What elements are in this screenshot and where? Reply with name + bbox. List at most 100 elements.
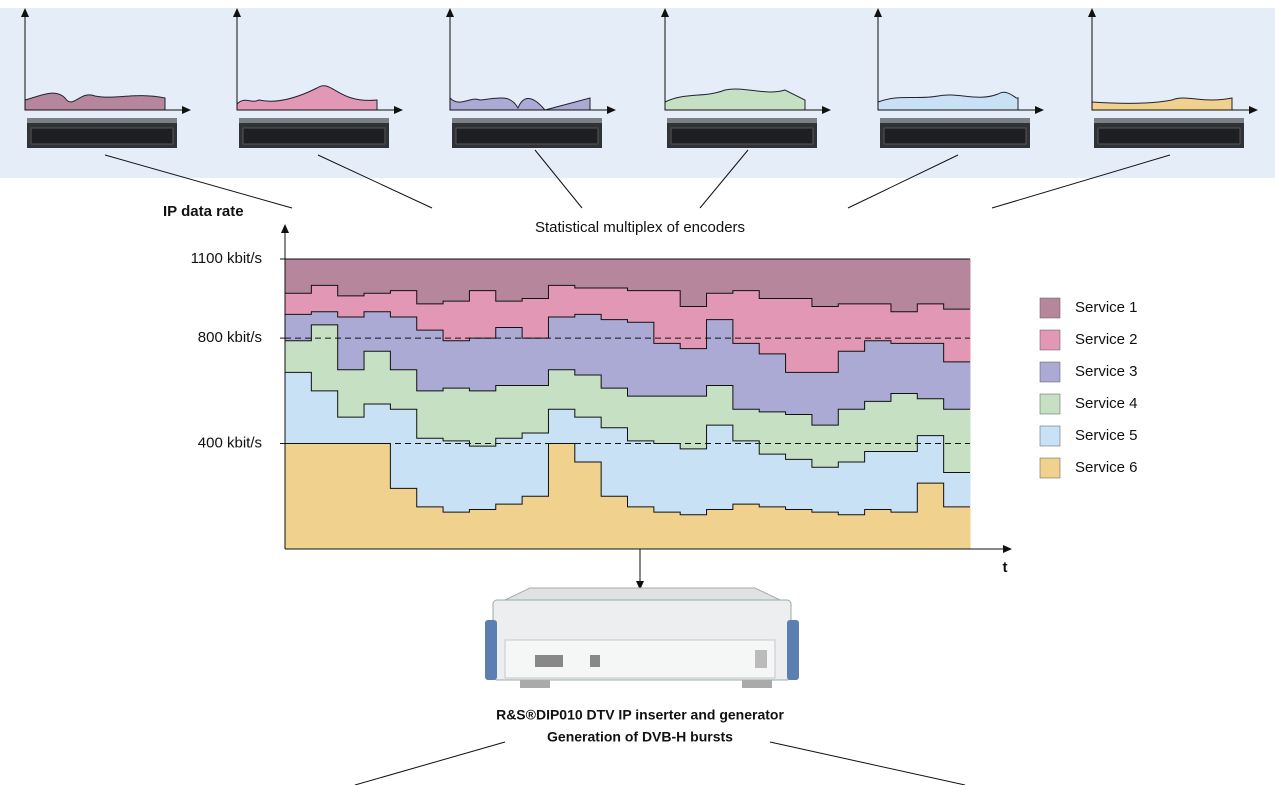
encoder-front xyxy=(242,127,386,145)
rate-step xyxy=(416,303,444,331)
rate-step xyxy=(390,409,418,489)
rate-step xyxy=(364,311,391,352)
encoder xyxy=(233,8,403,148)
rate-step xyxy=(548,285,576,317)
x-axis-label: t xyxy=(1003,559,1008,576)
rate-step xyxy=(864,340,892,402)
rate-step xyxy=(890,343,918,394)
rate-step xyxy=(811,306,839,373)
rate-step xyxy=(311,390,339,444)
encoder-rate xyxy=(24,92,166,111)
legend-swatch xyxy=(1039,457,1061,479)
rate-step xyxy=(495,301,523,328)
encoder xyxy=(874,8,1044,148)
rate-step xyxy=(706,293,734,320)
rate-step xyxy=(785,459,813,510)
rate-step xyxy=(364,443,391,549)
encoder xyxy=(446,8,616,148)
rate-step xyxy=(811,467,839,513)
rate-step xyxy=(390,290,418,317)
rate-step xyxy=(627,322,655,397)
rate-step xyxy=(706,385,734,426)
y-tick-label: 1100 kbit/s xyxy=(191,250,262,267)
connectors xyxy=(104,149,1171,785)
rate-step xyxy=(601,288,628,320)
encoder-top xyxy=(27,118,177,123)
rate-step xyxy=(706,259,734,294)
legend-label: Service 1 xyxy=(1075,299,1138,316)
rate-step xyxy=(653,512,681,549)
rate-step xyxy=(943,409,971,473)
rate-step xyxy=(443,340,470,389)
rate-step xyxy=(469,290,497,339)
rate-step xyxy=(469,338,497,391)
rate-step xyxy=(785,259,813,299)
rate-step xyxy=(311,324,339,391)
rate-step xyxy=(627,506,655,549)
legend-swatch xyxy=(1039,425,1061,447)
rate-step xyxy=(785,298,813,373)
rate-step xyxy=(759,298,787,354)
rate-step xyxy=(390,488,418,549)
rate-step xyxy=(759,259,787,299)
rate-step xyxy=(495,259,523,302)
rate-step xyxy=(785,509,813,549)
rate-step xyxy=(627,290,655,323)
rate-step xyxy=(311,259,339,286)
top-label: Statistical multiplex of encoders xyxy=(535,219,745,236)
encoder xyxy=(661,8,831,148)
rate-step xyxy=(680,348,708,397)
rate-step xyxy=(522,496,549,549)
encoder xyxy=(21,8,191,148)
encoder-top xyxy=(1094,118,1244,123)
y-tick-label: 800 kbit/s xyxy=(198,329,262,346)
encoder-rate xyxy=(664,88,806,111)
rate-step xyxy=(653,290,681,344)
rate-step xyxy=(838,259,866,304)
rate-step xyxy=(917,435,945,484)
rate-step xyxy=(311,443,339,549)
rate-step xyxy=(917,398,945,436)
legend-swatch xyxy=(1039,361,1061,383)
rate-step xyxy=(574,417,602,462)
rate-step xyxy=(943,361,971,410)
rate-step xyxy=(680,448,708,515)
rate-step xyxy=(653,443,681,513)
rate-step xyxy=(732,343,760,410)
rate-step xyxy=(390,369,418,410)
rate-step xyxy=(285,314,312,341)
rate-step xyxy=(285,340,312,373)
device-label: R&S®DIP010 DTV IP inserter and generator xyxy=(496,707,784,723)
rate-step xyxy=(574,259,602,288)
rate-step xyxy=(337,317,365,370)
rate-step xyxy=(838,409,866,462)
rate-step xyxy=(785,414,813,460)
rate-step xyxy=(311,311,339,325)
encoder xyxy=(1088,8,1258,148)
rate-step xyxy=(680,396,708,449)
rate-step xyxy=(680,306,708,349)
rate-step xyxy=(759,506,787,549)
rate-step xyxy=(416,438,444,507)
encoder-top xyxy=(880,118,1030,123)
rate-step xyxy=(653,259,681,291)
rate-step xyxy=(864,259,892,304)
rate-step xyxy=(548,259,576,286)
rate-step xyxy=(811,372,839,426)
encoder-rate xyxy=(236,85,378,111)
step-outline xyxy=(285,371,970,474)
rate-step xyxy=(706,319,734,386)
rate-step xyxy=(337,443,365,549)
rate-step xyxy=(890,393,918,452)
rate-step xyxy=(706,509,734,549)
rate-step xyxy=(443,512,470,549)
rate-step xyxy=(732,259,760,291)
rate-step xyxy=(943,259,971,310)
rate-step xyxy=(574,375,602,418)
rate-step xyxy=(811,259,839,307)
rate-step xyxy=(706,425,734,510)
rate-step xyxy=(522,338,549,386)
step-outline xyxy=(285,311,970,373)
rate-step xyxy=(601,496,628,549)
